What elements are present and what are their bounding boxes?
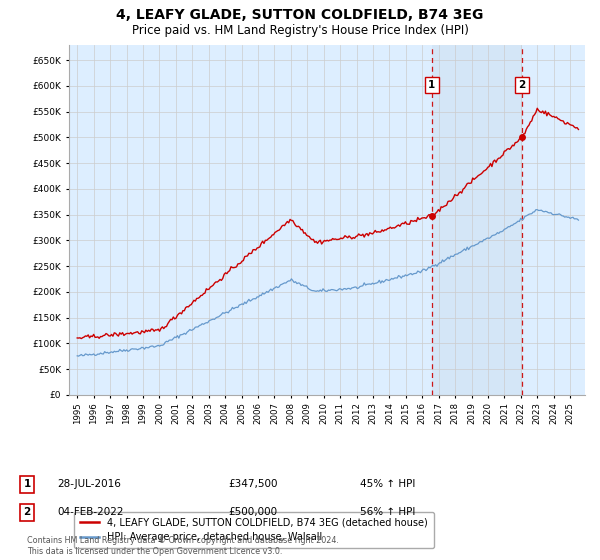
Text: £347,500: £347,500 — [228, 479, 277, 489]
Text: 28-JUL-2016: 28-JUL-2016 — [57, 479, 121, 489]
Bar — [432, 45, 522, 395]
Text: £500,000: £500,000 — [228, 507, 277, 517]
Text: 4, LEAFY GLADE, SUTTON COLDFIELD, B74 3EG: 4, LEAFY GLADE, SUTTON COLDFIELD, B74 3E… — [116, 8, 484, 22]
Text: 2: 2 — [23, 507, 31, 517]
Text: Price paid vs. HM Land Registry's House Price Index (HPI): Price paid vs. HM Land Registry's House … — [131, 24, 469, 36]
Legend: 4, LEAFY GLADE, SUTTON COLDFIELD, B74 3EG (detached house), HPI: Average price, : 4, LEAFY GLADE, SUTTON COLDFIELD, B74 3E… — [74, 512, 433, 548]
Text: Contains HM Land Registry data © Crown copyright and database right 2024.
This d: Contains HM Land Registry data © Crown c… — [27, 536, 339, 556]
Text: 1: 1 — [428, 80, 436, 90]
Text: 2: 2 — [518, 80, 526, 90]
Text: 45% ↑ HPI: 45% ↑ HPI — [360, 479, 415, 489]
Text: 04-FEB-2022: 04-FEB-2022 — [57, 507, 124, 517]
Text: 56% ↑ HPI: 56% ↑ HPI — [360, 507, 415, 517]
Text: 1: 1 — [23, 479, 31, 489]
